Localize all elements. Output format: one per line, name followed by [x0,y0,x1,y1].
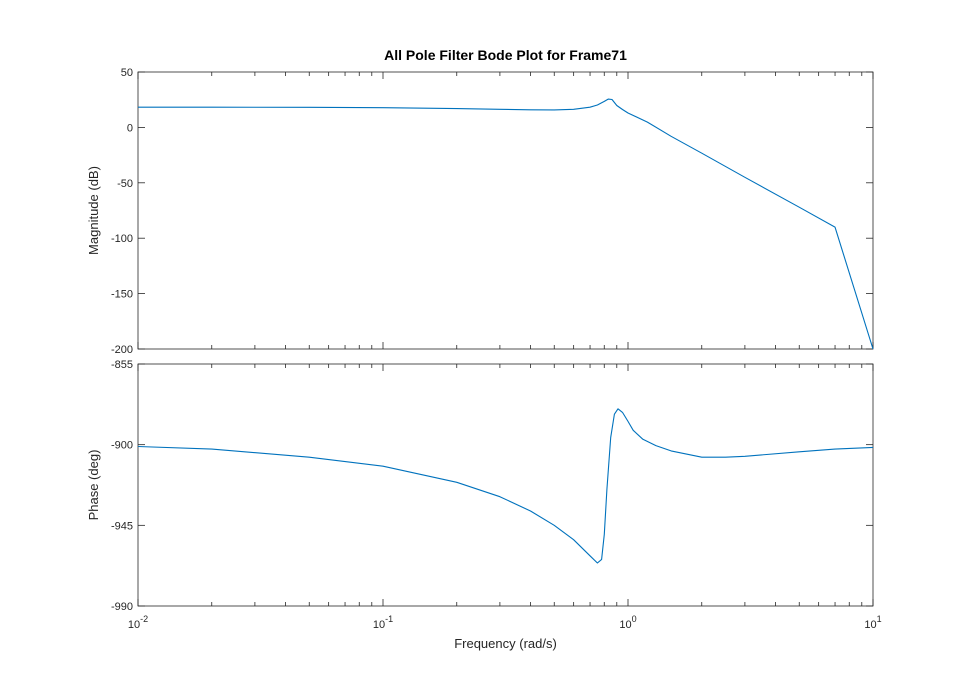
magnitude-y-tick-label: 50 [121,67,133,79]
x-tick-label-exponent: 1 [877,614,882,624]
x-tick-label-exponent: 0 [632,614,637,624]
frequency-axis-label: Frequency (rad/s) [454,636,557,651]
x-tick-label-base: 10 [128,619,140,631]
x-tick-label: 10-1 [373,614,393,631]
x-tick-label-base: 10 [619,619,631,631]
phase-y-tick-label: -855 [111,359,133,371]
magnitude-y-tick-label: -200 [111,344,133,356]
x-tick-label-base: 10 [373,619,385,631]
x-tick-label: 101 [864,614,881,631]
magnitude-axis-label: Magnitude (dB) [86,166,101,255]
phase-y-tick-label: -900 [111,440,133,452]
phase-y-tick-label: -945 [111,520,133,532]
chart-title: All Pole Filter Bode Plot for Frame71 [384,47,627,63]
x-tick-label: 100 [619,614,636,631]
magnitude-y-tick-label: -100 [111,233,133,245]
magnitude-y-tick-label: -50 [117,178,133,190]
x-tick-label-base: 10 [864,619,876,631]
x-tick-label-exponent: -1 [385,614,393,624]
magnitude-plot-area [137,71,874,350]
phase-plot-area [137,363,874,607]
phase-y-tick-label: -990 [111,601,133,613]
x-tick-label-exponent: -2 [140,614,148,624]
phase-series-line [137,408,874,564]
magnitude-series-line [138,98,874,350]
magnitude-y-tick-label: 0 [127,122,133,134]
x-tick-label: 10-2 [128,614,148,631]
phase-axis-label: Phase (deg) [86,450,101,521]
magnitude-axes: 50 0 -50 -100 -150 -200 [111,67,874,356]
magnitude-y-tick-label: -150 [111,289,133,301]
